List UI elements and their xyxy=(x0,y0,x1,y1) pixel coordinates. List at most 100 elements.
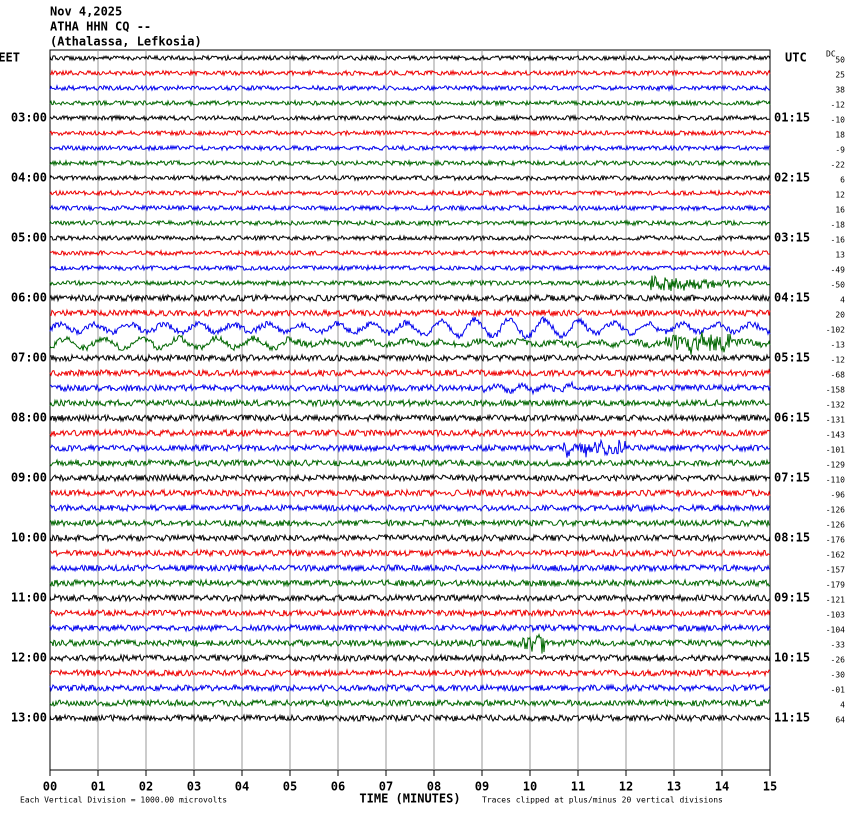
trace xyxy=(49,380,771,396)
trace xyxy=(49,263,771,273)
trace xyxy=(49,331,771,355)
dc-value: -103 xyxy=(826,611,845,620)
trace xyxy=(49,683,771,693)
trace xyxy=(49,398,771,408)
trace xyxy=(49,248,771,258)
dc-value: -01 xyxy=(831,686,846,695)
trace xyxy=(49,158,771,168)
trace xyxy=(49,438,771,458)
dc-value: -143 xyxy=(826,431,845,440)
trace xyxy=(49,593,770,603)
trace xyxy=(49,533,771,543)
trace xyxy=(49,653,771,663)
dc-value: 20 xyxy=(835,311,845,320)
trace xyxy=(49,503,771,513)
trace xyxy=(49,173,771,182)
dc-value: 4 xyxy=(840,701,845,710)
trace xyxy=(49,698,770,708)
dc-value: -110 xyxy=(826,476,845,485)
right-time-label: 06:15 xyxy=(774,411,810,425)
dc-value: -49 xyxy=(831,266,846,275)
trace xyxy=(49,368,771,378)
right-time-label: UTC xyxy=(785,51,807,65)
trace xyxy=(49,308,771,318)
left-time-label: 03:00 xyxy=(11,111,47,125)
dc-value: -176 xyxy=(826,536,845,545)
right-time-label: 04:15 xyxy=(774,291,810,305)
dc-value: 38 xyxy=(835,86,845,95)
right-time-label: 11:15 xyxy=(774,711,810,725)
right-time-label: 03:15 xyxy=(774,231,810,245)
dc-value: -126 xyxy=(826,506,845,515)
dc-value: 64 xyxy=(835,716,845,725)
dc-value: -132 xyxy=(826,401,845,410)
trace xyxy=(49,608,771,618)
dc-label: DC xyxy=(826,50,836,59)
trace xyxy=(49,413,771,423)
x-tick-label: 13 xyxy=(667,780,681,794)
trace xyxy=(49,129,771,137)
dc-value: 4 xyxy=(840,296,845,305)
right-time-label: 02:15 xyxy=(774,171,810,185)
trace xyxy=(49,316,771,340)
left-time-label: 13:00 xyxy=(11,711,47,725)
trace xyxy=(49,518,771,528)
dc-value: -102 xyxy=(826,326,845,335)
header-line: (Athalassa, Lefkosia) xyxy=(50,35,202,49)
x-tick-label: 09 xyxy=(475,780,489,794)
trace xyxy=(49,293,771,303)
dc-value: -30 xyxy=(831,671,846,680)
trace xyxy=(49,53,771,62)
dc-value: -162 xyxy=(826,551,845,560)
trace xyxy=(49,204,771,213)
x-tick-label: 10 xyxy=(523,780,537,794)
dc-value: -33 xyxy=(831,641,846,650)
trace xyxy=(49,113,771,123)
x-tick-label: 11 xyxy=(571,780,585,794)
header-line: ATHA HHN CQ -- xyxy=(50,20,151,34)
dc-value: -157 xyxy=(826,566,845,575)
dc-value: -104 xyxy=(826,626,845,635)
dc-value: -13 xyxy=(831,341,846,350)
left-time-label: 12:00 xyxy=(11,651,47,665)
trace xyxy=(49,458,771,468)
trace xyxy=(49,428,771,438)
dc-value: -96 xyxy=(831,491,846,500)
left-time-label: EET xyxy=(0,51,20,65)
x-axis-title: TIME (MINUTES) xyxy=(359,792,460,806)
x-tick-label: 12 xyxy=(619,780,633,794)
dc-value: 50 xyxy=(835,56,845,65)
dc-value: -179 xyxy=(826,581,845,590)
dc-value: 16 xyxy=(835,206,845,215)
footer-left: Each Vertical Division = 1000.00 microvo… xyxy=(20,796,227,805)
left-time-label: 07:00 xyxy=(11,351,47,365)
dc-value: -12 xyxy=(831,101,846,110)
dc-value: -12 xyxy=(831,356,846,365)
dc-value: 25 xyxy=(835,71,845,80)
trace xyxy=(49,353,771,363)
x-tick-label: 05 xyxy=(283,780,297,794)
x-tick-label: 15 xyxy=(763,780,777,794)
right-time-label: 01:15 xyxy=(774,111,810,125)
x-tick-label: 14 xyxy=(715,780,729,794)
left-time-label: 10:00 xyxy=(11,531,47,545)
trace xyxy=(49,633,771,654)
left-time-label: 11:00 xyxy=(11,591,47,605)
dc-value: -26 xyxy=(831,656,846,665)
trace xyxy=(49,623,771,633)
x-tick-label: 06 xyxy=(331,780,345,794)
dc-value: -129 xyxy=(826,461,845,470)
right-time-label: 08:15 xyxy=(774,531,810,545)
x-tick-label: 08 xyxy=(427,780,441,794)
x-tick-label: 00 xyxy=(43,780,57,794)
x-tick-label: 04 xyxy=(235,780,249,794)
trace xyxy=(49,473,771,483)
dc-value: -22 xyxy=(831,161,846,170)
trace xyxy=(49,548,771,558)
dc-value: 6 xyxy=(840,176,845,185)
x-tick-label: 03 xyxy=(187,780,201,794)
dc-value: -18 xyxy=(831,221,846,230)
dc-value: -158 xyxy=(826,386,845,395)
dc-value: -50 xyxy=(831,281,846,290)
